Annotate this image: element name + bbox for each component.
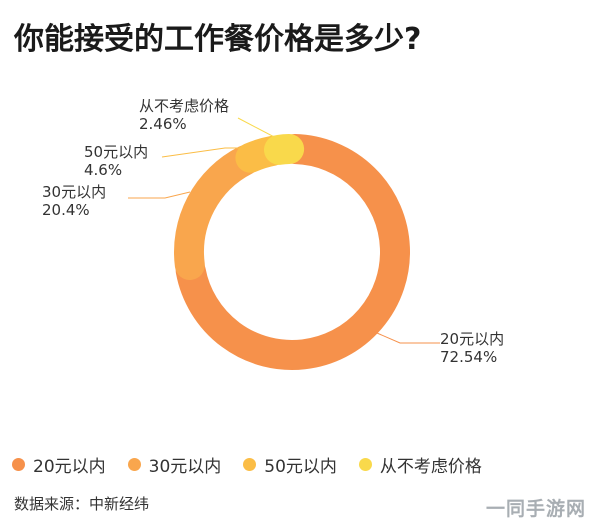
slice-label-value: 72.54% [440, 348, 498, 366]
slice-label-no-limit: 从不考虑价格 2.46% [139, 97, 229, 133]
legend-dot-icon [12, 458, 25, 471]
legend-item-30-yuan: 30元以内 [127, 452, 222, 477]
data-source: 数据来源：中新经纬 [14, 495, 150, 513]
donut-slice-no-limit [263, 134, 305, 165]
donut-slice-20-yuan [175, 134, 410, 370]
legend-label: 从不考虑价格 [379, 457, 482, 477]
slice-label-category: 从不考虑价格 [139, 97, 230, 115]
donut-chart [128, 117, 440, 370]
slice-label-30-yuan: 30元以内 20.4% [42, 183, 106, 219]
slice-label-value: 2.46% [139, 115, 187, 133]
slice-label-category: 20元以内 [440, 330, 505, 348]
leader-line-20-yuan [369, 329, 440, 344]
legend-label: 50元以内 [264, 457, 337, 477]
legend-item-no-limit: 从不考虑价格 [358, 452, 482, 477]
watermark: 一同手游网 [485, 498, 586, 520]
legend: 20元以内 30元以内 50元以内 从不考虑价格 [12, 452, 482, 477]
slice-label-category: 50元以内 [84, 143, 149, 161]
slice-label-20-yuan: 20元以内 72.54% [440, 330, 504, 366]
legend-item-50-yuan: 50元以内 [243, 452, 337, 477]
legend-label: 30元以内 [148, 457, 222, 477]
legend-dot-icon [243, 458, 257, 471]
donut-slice-30-yuan [174, 145, 261, 281]
legend-item-20-yuan: 20元以内 [12, 452, 106, 477]
legend-dot-icon [127, 458, 141, 471]
slice-label-category: 30元以内 [42, 183, 107, 201]
slice-label-value: 4.6% [84, 161, 123, 179]
leader-line-30-yuan [128, 191, 191, 199]
leader-line-50-yuan [161, 147, 253, 158]
chart-title: 你能接受的工作餐价格是多少? [14, 22, 422, 57]
slice-label-value: 20.4% [42, 201, 90, 219]
legend-label: 20元以内 [33, 457, 106, 477]
legend-dot-icon [358, 458, 372, 471]
slice-label-50-yuan: 50元以内 4.6% [84, 143, 148, 179]
leader-line-no-limit [237, 117, 281, 141]
